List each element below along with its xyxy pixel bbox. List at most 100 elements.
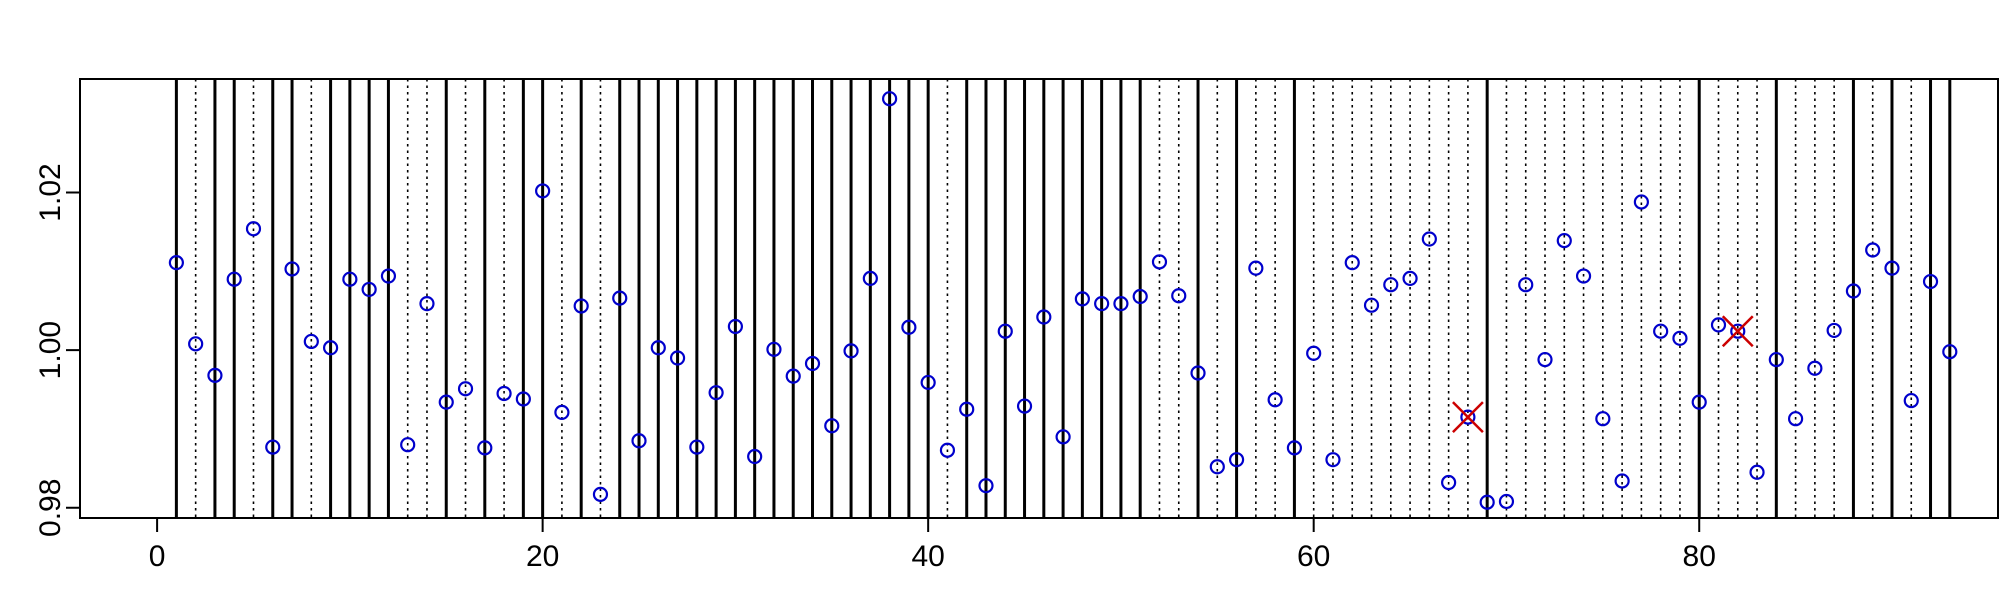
data-point xyxy=(1826,322,1842,339)
data-point xyxy=(1787,411,1804,427)
data-point xyxy=(592,486,609,502)
y-tick-label: 0.98 xyxy=(34,479,67,537)
data-point xyxy=(438,394,454,410)
data-point xyxy=(554,404,570,420)
data-point xyxy=(1383,277,1399,293)
data-point xyxy=(1749,464,1765,480)
data-point xyxy=(997,323,1013,339)
data-point xyxy=(1151,254,1168,270)
data-point xyxy=(1402,270,1418,287)
x-tick-label: 60 xyxy=(1297,540,1330,573)
data-point xyxy=(1575,268,1592,284)
data-point xyxy=(1325,452,1341,468)
data-point xyxy=(978,478,994,494)
data-point xyxy=(1768,351,1784,368)
data-point xyxy=(689,439,705,455)
data-point xyxy=(1537,351,1553,368)
data-point xyxy=(1171,288,1187,304)
data-point xyxy=(342,271,358,287)
data-point xyxy=(1267,392,1283,408)
data-point xyxy=(1344,255,1360,271)
data-point xyxy=(535,183,551,199)
data-point xyxy=(1653,323,1669,339)
data-point xyxy=(785,368,801,384)
data-point xyxy=(1633,194,1649,210)
data-point xyxy=(1113,296,1129,312)
data-point xyxy=(188,336,204,352)
y-tick-label: 1.00 xyxy=(34,321,67,379)
data-point xyxy=(1865,242,1881,258)
data-point xyxy=(284,261,300,277)
data-point xyxy=(1903,392,1919,409)
data-point xyxy=(1710,317,1727,333)
data-point xyxy=(573,298,589,314)
data-point xyxy=(322,340,339,356)
data-point-group xyxy=(168,91,1958,510)
data-point xyxy=(1942,344,1958,360)
data-point xyxy=(766,341,782,357)
data-point xyxy=(1845,283,1862,299)
y-tick-label: 1.02 xyxy=(34,163,67,221)
data-point xyxy=(1691,394,1707,410)
data-point xyxy=(419,296,435,312)
x-tick-label: 40 xyxy=(911,540,944,573)
data-point xyxy=(1286,440,1303,456)
data-point xyxy=(1498,493,1515,510)
data-point xyxy=(708,385,724,401)
data-point xyxy=(882,91,898,107)
data-point xyxy=(1421,231,1437,247)
data-point xyxy=(1518,277,1534,293)
data-point xyxy=(1016,398,1033,414)
data-point xyxy=(303,333,319,350)
data-point xyxy=(207,367,223,383)
dotted-line-group xyxy=(194,79,1913,518)
data-point xyxy=(939,442,956,458)
data-point xyxy=(457,381,474,397)
data-point xyxy=(1884,260,1900,276)
data-point xyxy=(1672,330,1688,346)
x-axis: 0 20 40 60 80 xyxy=(149,517,1716,573)
data-point xyxy=(1441,474,1457,491)
data-point xyxy=(804,355,821,372)
data-point xyxy=(1074,291,1090,307)
data-point xyxy=(959,401,975,417)
data-point xyxy=(1807,360,1823,376)
data-point xyxy=(1595,411,1611,427)
data-point xyxy=(1556,232,1572,249)
data-point xyxy=(650,340,666,356)
data-point xyxy=(226,271,242,287)
flagged-point-group xyxy=(1452,315,1754,434)
data-point xyxy=(669,350,686,366)
data-point xyxy=(1055,429,1071,445)
data-point xyxy=(1460,409,1476,425)
data-point xyxy=(1479,494,1495,510)
data-point xyxy=(1094,296,1110,312)
data-point xyxy=(400,437,416,453)
solid-line-group xyxy=(174,79,1952,518)
data-point xyxy=(1306,345,1322,361)
data-point xyxy=(168,255,184,271)
flag-marker xyxy=(1452,401,1484,434)
data-point xyxy=(1132,288,1148,305)
data-point xyxy=(1190,365,1206,381)
data-point xyxy=(843,343,859,359)
data-point xyxy=(920,374,936,391)
data-point xyxy=(361,281,377,298)
data-point xyxy=(245,221,262,237)
data-point xyxy=(1209,459,1225,475)
data-point xyxy=(515,391,531,407)
data-point xyxy=(862,270,878,287)
data-point xyxy=(824,418,840,434)
data-point xyxy=(727,318,743,335)
x-tick-label: 20 xyxy=(526,540,559,573)
data-point xyxy=(1363,297,1380,313)
flag-marker xyxy=(1721,315,1754,348)
data-point xyxy=(631,433,647,449)
data-point xyxy=(901,319,917,335)
data-point xyxy=(477,440,493,456)
data-point xyxy=(1248,260,1264,276)
data-point xyxy=(747,448,763,465)
y-axis: 0.98 1.00 1.02 xyxy=(34,163,81,537)
data-point xyxy=(380,268,397,284)
